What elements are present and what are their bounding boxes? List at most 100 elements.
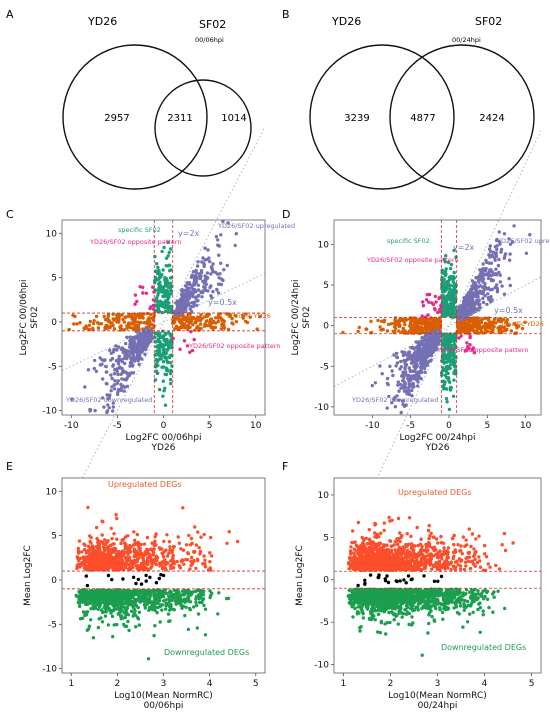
- yd26-specific-point: [369, 319, 373, 323]
- sf02-specific-point: [166, 254, 170, 258]
- upregulated-point: [210, 554, 214, 558]
- shared-up-point: [205, 271, 210, 275]
- shared-up-point: [468, 304, 473, 308]
- downregulated-point: [194, 603, 199, 608]
- downregulated-point: [176, 593, 180, 598]
- sf02-specific-point: [166, 347, 170, 351]
- yd26-specific-point: [407, 329, 412, 333]
- shared-down-point: [113, 367, 117, 372]
- shared-up-point: [480, 285, 485, 289]
- opposite-pattern-point: [424, 298, 429, 302]
- upregulated-point: [127, 545, 131, 550]
- y-tick-label: -5: [320, 362, 329, 372]
- yd26-specific-point: [397, 321, 401, 325]
- sf02-specific-point: [451, 394, 456, 398]
- sf02-specific-point: [163, 331, 168, 335]
- shared-up-point: [477, 308, 481, 312]
- sf02-specific-point: [156, 303, 160, 307]
- shared-down-point: [411, 382, 415, 387]
- shared-down-point: [130, 364, 135, 368]
- downregulated-point: [125, 595, 129, 599]
- shared-down-point: [399, 382, 403, 387]
- yd26-specific-point: [488, 326, 492, 330]
- upregulated-point: [459, 549, 463, 553]
- shared-down-point: [117, 354, 122, 359]
- upregulated-point: [194, 566, 198, 570]
- downregulated-point: [115, 622, 119, 627]
- yd26-specific-point: [191, 323, 195, 327]
- upregulated-point: [197, 546, 201, 550]
- shared-up-point: [180, 290, 185, 294]
- downregulated-point: [126, 591, 130, 595]
- upregulated-point: [76, 551, 81, 555]
- shared-down-point: [144, 347, 148, 352]
- sf02-specific-point: [452, 270, 456, 275]
- upregulated-point: [132, 530, 136, 534]
- shared-up-point: [196, 299, 200, 303]
- downregulated-point: [197, 600, 202, 605]
- shared-up-point: [493, 285, 497, 290]
- shared-up-point: [204, 279, 208, 283]
- upregulated-point: [192, 550, 196, 554]
- sf02-specific-point: [452, 248, 456, 253]
- upregulated-point: [97, 543, 102, 547]
- opposite-pattern-point: [151, 285, 155, 289]
- shared-down-point: [385, 406, 389, 410]
- shared-up-point: [219, 261, 223, 265]
- sf02-specific-point: [449, 262, 454, 267]
- panel-letter-f: F: [282, 460, 288, 473]
- venn-a: YD26 SF02 00/06hpi 2957 2311 1014: [62, 15, 252, 190]
- shared-up-point: [493, 272, 498, 276]
- upregulated-point: [129, 560, 134, 565]
- downregulated-point: [210, 591, 214, 595]
- opposite-pattern-point: [421, 304, 426, 308]
- yd26-specific-point: [171, 321, 175, 325]
- upregulated-point: [100, 555, 105, 560]
- shared-down-point: [101, 377, 105, 381]
- x-axis-label: Log10(Mean NormRC): [114, 691, 213, 701]
- yd26-specific-point: [492, 325, 496, 329]
- shared-down-point: [396, 380, 400, 384]
- downregulated-point: [162, 599, 166, 603]
- downregulated-point: [126, 619, 130, 624]
- downregulated-point: [123, 624, 127, 628]
- shared-down-point: [429, 344, 433, 348]
- shared-down-point: [373, 381, 378, 385]
- shared-down-point: [115, 392, 120, 397]
- shared-down-point: [136, 359, 140, 363]
- x-tick-label: -10: [365, 421, 380, 431]
- yd26-specific-point: [183, 315, 187, 320]
- shared-down-point: [425, 360, 430, 365]
- yd26-specific-point: [148, 312, 153, 317]
- shared-up-point: [497, 230, 501, 234]
- yd26-specific-point: [205, 319, 209, 323]
- x-axis-label: 00/24hpi: [418, 701, 458, 711]
- shared-down-point: [421, 356, 425, 361]
- shared-down-point: [105, 370, 109, 374]
- downregulated-point: [107, 606, 111, 611]
- downregulated-point: [121, 616, 125, 620]
- yd26-specific-point: [198, 322, 203, 326]
- shared-down-point: [123, 385, 127, 389]
- sf02-specific-point: [164, 256, 169, 260]
- yd26-specific-point: [67, 327, 71, 332]
- shared-up-point: [216, 282, 221, 286]
- shared-down-point: [112, 387, 117, 391]
- downregulated-point: [134, 599, 138, 603]
- shared-up-point: [508, 283, 512, 288]
- shared-down-point: [140, 340, 144, 344]
- yd26-specific-point: [415, 330, 419, 334]
- x-tick-label: 4: [482, 679, 488, 689]
- downregulated-point: [175, 601, 180, 606]
- yd26-specific-point: [73, 314, 77, 319]
- shared-down-point: [116, 372, 120, 377]
- shared-down-point: [100, 362, 104, 366]
- shared-down-point: [150, 331, 154, 335]
- yd26-specific-point: [398, 324, 402, 329]
- yd26-specific-point: [458, 327, 462, 332]
- downregulated-point: [147, 590, 151, 594]
- shared-up-point: [495, 247, 499, 252]
- upregulated-point: [107, 563, 112, 567]
- shared-down-point: [137, 362, 141, 367]
- shared-up-point: [216, 291, 221, 295]
